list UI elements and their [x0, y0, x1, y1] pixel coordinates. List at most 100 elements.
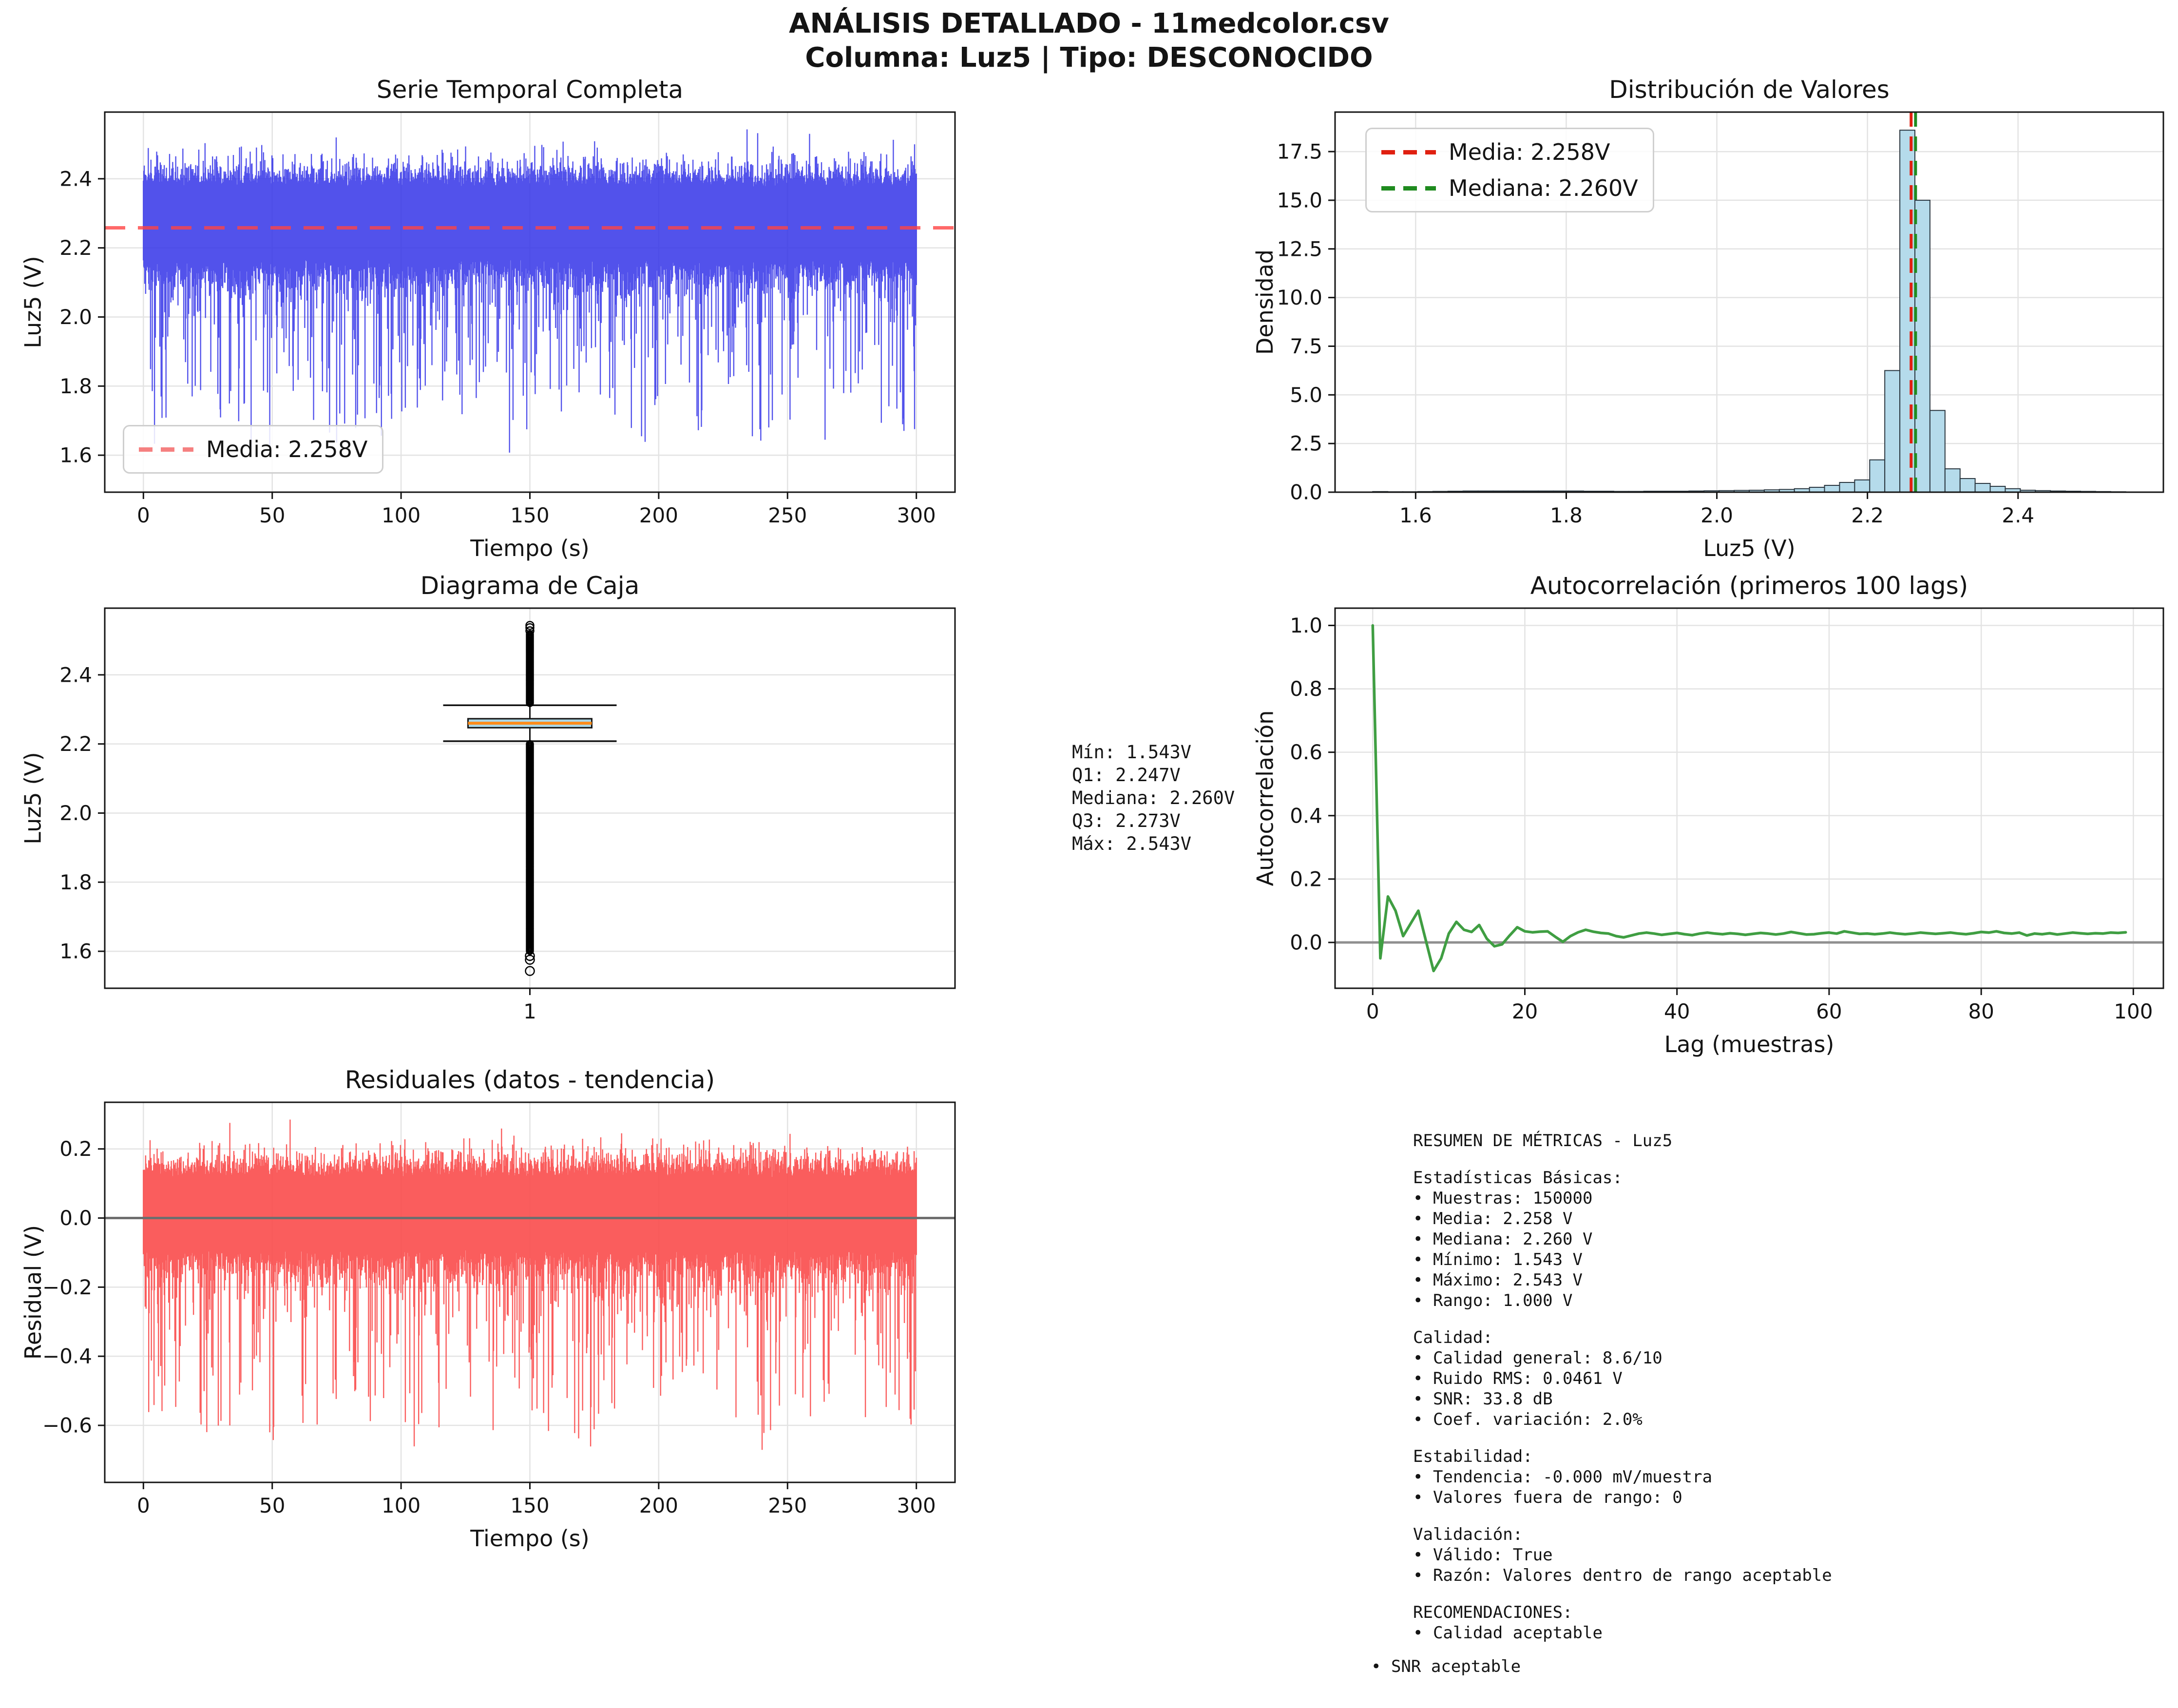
- metrics-line: [1413, 1508, 1832, 1524]
- boxplot-stats-text: Mín: 1.543V Q1: 2.247V Mediana: 2.260V Q3: …: [1072, 741, 1235, 855]
- svg-text:1.8: 1.8: [1550, 503, 1583, 527]
- legend-label: Mediana: 2.260V: [1449, 175, 1638, 201]
- svg-text:2.4: 2.4: [59, 167, 92, 191]
- legend-label: Media: 2.258V: [206, 436, 368, 462]
- legend-entry-mediana: Mediana: 2.260V: [1381, 175, 1638, 201]
- serie-temporal-ylabel: Luz5 (V): [20, 256, 46, 348]
- metrics-line: [1413, 1430, 1832, 1446]
- svg-text:2.4: 2.4: [2002, 503, 2034, 527]
- svg-text:0: 0: [137, 1494, 150, 1517]
- serie-temporal-title: Serie Temporal Completa: [376, 76, 684, 104]
- svg-text:2.2: 2.2: [1851, 503, 1884, 527]
- metrics-line: Validación:: [1413, 1525, 1523, 1544]
- svg-text:100: 100: [382, 503, 420, 527]
- svg-text:2.5: 2.5: [1290, 432, 1322, 456]
- svg-text:0.0: 0.0: [59, 1206, 92, 1230]
- svg-text:12.5: 12.5: [1277, 237, 1322, 261]
- metrics-line: RESUMEN DE MÉTRICAS - Luz5: [1413, 1131, 1673, 1151]
- svg-text:100: 100: [382, 1494, 420, 1517]
- stats-line: Mediana: 2.260V: [1072, 787, 1235, 808]
- svg-text:0.8: 0.8: [1290, 677, 1322, 701]
- diagrama-caja-title: Diagrama de Caja: [420, 572, 640, 600]
- metrics-summary-text: RESUMEN DE MÉTRICAS - Luz5 Estadísticas B…: [1413, 1131, 1832, 1643]
- stats-line: Q3: 2.273V: [1072, 810, 1181, 831]
- svg-text:2.0: 2.0: [1700, 503, 1733, 527]
- svg-text:300: 300: [897, 503, 936, 527]
- svg-text:1: 1: [523, 999, 536, 1023]
- serie-temporal-legend: Media: 2.258V: [123, 425, 384, 474]
- svg-text:−0.2: −0.2: [42, 1275, 92, 1299]
- metrics-line: • Mediana: 2.260 V: [1413, 1229, 1593, 1249]
- svg-text:7.5: 7.5: [1290, 334, 1322, 358]
- svg-text:0: 0: [137, 503, 150, 527]
- metrics-line: [1413, 1151, 1832, 1168]
- svg-text:2.2: 2.2: [59, 732, 92, 756]
- svg-text:0.0: 0.0: [1290, 480, 1322, 504]
- svg-text:1.8: 1.8: [59, 870, 92, 894]
- metrics-line: • Tendencia: -0.000 mV/muestra: [1413, 1467, 1713, 1487]
- svg-text:0: 0: [1366, 999, 1379, 1023]
- distribucion-legend: Media: 2.258V Mediana: 2.260V: [1365, 128, 1654, 212]
- svg-text:0.6: 0.6: [1290, 740, 1322, 764]
- metrics-line: • Rango: 1.000 V: [1413, 1291, 1573, 1310]
- svg-text:0.2: 0.2: [1290, 867, 1322, 891]
- metrics-line: • Máximo: 2.543 V: [1413, 1270, 1583, 1290]
- metrics-line: • Valores fuera de rango: 0: [1413, 1488, 1682, 1507]
- svg-text:2.2: 2.2: [59, 236, 92, 260]
- metrics-line: Estabilidad:: [1413, 1447, 1533, 1466]
- serie-temporal-xlabel: Tiempo (s): [470, 535, 590, 561]
- residuales-title: Residuales (datos - tendencia): [344, 1066, 715, 1094]
- figure-title-line1: ANÁLISIS DETALLADO - 11medcolor.csv: [789, 8, 1389, 39]
- metrics-line: [1413, 1311, 1832, 1327]
- metrics-line: • Calidad general: 8.6/10: [1413, 1348, 1662, 1368]
- svg-text:2.0: 2.0: [59, 305, 92, 329]
- metrics-line: • SNR: 33.8 dB: [1413, 1389, 1553, 1409]
- svg-text:250: 250: [768, 503, 807, 527]
- stats-line: Mín: 1.543V: [1072, 742, 1192, 763]
- metrics-line: • Válido: True: [1413, 1545, 1553, 1565]
- metrics-line: RECOMENDACIONES:: [1413, 1603, 1573, 1622]
- svg-text:50: 50: [259, 1494, 285, 1517]
- distribucion-ylabel: Densidad: [1252, 249, 1278, 355]
- svg-text:2.0: 2.0: [59, 801, 92, 825]
- svg-text:15.0: 15.0: [1277, 188, 1322, 212]
- distribucion-title: Distribución de Valores: [1609, 76, 1890, 104]
- svg-text:1.8: 1.8: [59, 374, 92, 398]
- svg-text:1.6: 1.6: [1399, 503, 1432, 527]
- metrics-line: Calidad:: [1413, 1328, 1493, 1347]
- svg-text:40: 40: [1664, 999, 1690, 1023]
- svg-text:150: 150: [510, 503, 549, 527]
- metrics-line: • Ruido RMS: 0.0461 V: [1413, 1369, 1623, 1388]
- svg-text:100: 100: [2114, 999, 2153, 1023]
- red-dash-swatch-icon: [139, 447, 193, 452]
- svg-text:1.6: 1.6: [59, 940, 92, 963]
- stats-line: Q1: 2.247V: [1072, 765, 1181, 786]
- svg-text:200: 200: [639, 1494, 678, 1517]
- metrics-line: • Mínimo: 1.543 V: [1413, 1250, 1583, 1269]
- stats-line: Máx: 2.543V: [1072, 833, 1192, 854]
- legend-entry-media: Media: 2.258V: [1381, 139, 1638, 165]
- svg-text:60: 60: [1816, 999, 1842, 1023]
- svg-text:300: 300: [897, 1494, 936, 1517]
- svg-text:0.2: 0.2: [59, 1137, 92, 1161]
- svg-text:1.0: 1.0: [1290, 614, 1322, 637]
- residuales-ylabel: Residual (V): [20, 1225, 46, 1360]
- svg-text:10.0: 10.0: [1277, 286, 1322, 309]
- svg-text:1.6: 1.6: [59, 443, 92, 467]
- figure-title-line2: Columna: Luz5 | Tipo: DESCONOCIDO: [805, 42, 1373, 74]
- svg-text:0.0: 0.0: [1290, 930, 1322, 954]
- metrics-line: • Coef. variación: 2.0%: [1413, 1410, 1643, 1429]
- svg-text:−0.6: −0.6: [42, 1414, 92, 1438]
- svg-text:250: 250: [768, 1494, 807, 1517]
- svg-text:5.0: 5.0: [1290, 383, 1322, 407]
- legend-entry-media: Media: 2.258V: [139, 436, 367, 462]
- autocorrelacion-title: Autocorrelación (primeros 100 lags): [1530, 572, 1968, 600]
- svg-text:20: 20: [1512, 999, 1538, 1023]
- autocorrelacion-ylabel: Autocorrelación: [1252, 710, 1279, 886]
- svg-text:0.4: 0.4: [1290, 804, 1322, 827]
- metrics-line: • Media: 2.258 V: [1413, 1209, 1573, 1228]
- autocorrelacion-xlabel: Lag (muestras): [1664, 1031, 1834, 1057]
- svg-text:200: 200: [639, 503, 678, 527]
- svg-text:80: 80: [1968, 999, 1994, 1023]
